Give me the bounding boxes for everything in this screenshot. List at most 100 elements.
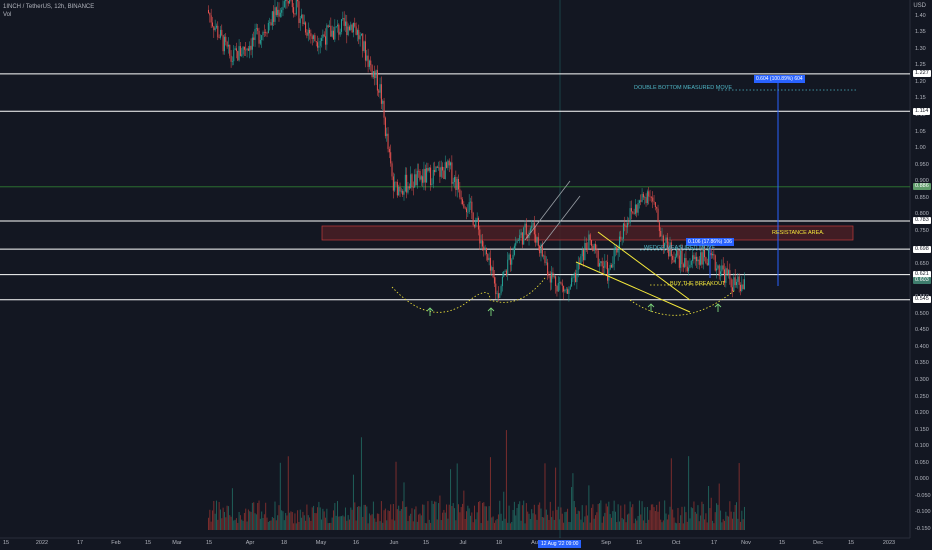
double-bottom-measure-box[interactable]: 0.604 (100.89%) 604 <box>754 75 805 83</box>
volume-bar <box>370 515 372 530</box>
candle-body <box>640 200 642 202</box>
price-tick: 0.650 <box>915 261 929 267</box>
candle-body <box>226 41 228 47</box>
volume-title: Vol <box>3 12 12 18</box>
candle-body <box>391 163 393 177</box>
arrow-up-2 <box>487 307 495 316</box>
candle-body <box>418 170 420 172</box>
candle-body <box>563 285 565 292</box>
candle-body <box>720 271 722 277</box>
volume-bar <box>477 502 479 530</box>
candle-body <box>573 273 575 278</box>
volume-bar <box>446 504 448 530</box>
candle-body <box>254 29 256 40</box>
wedge-lower-line <box>575 261 691 313</box>
volume-bar <box>416 521 418 530</box>
candle-body <box>239 46 241 56</box>
candle-body <box>299 18 301 23</box>
candle-body <box>621 238 623 240</box>
candle-body <box>689 264 691 268</box>
candle-body <box>305 22 307 33</box>
candle-body <box>580 256 582 264</box>
candle-body <box>467 211 469 213</box>
candle-body <box>337 24 338 27</box>
volume-bar <box>697 505 699 530</box>
volume-bar <box>265 502 267 530</box>
volume-bar <box>384 508 386 530</box>
time-tick: 17 <box>710 540 718 546</box>
candle-body <box>509 254 511 265</box>
candle-body <box>523 227 525 245</box>
volume-bar <box>467 505 469 530</box>
volume-bar <box>709 508 711 530</box>
volume-bar <box>235 518 237 530</box>
volume-bar <box>239 515 241 530</box>
candle-body <box>335 26 337 28</box>
volume-bar <box>716 503 718 530</box>
candle-body <box>633 212 635 214</box>
candle-body <box>684 258 686 268</box>
candle-body <box>541 244 543 257</box>
candle-body <box>472 212 474 226</box>
time-tick: 15 <box>144 540 152 546</box>
volume-bar <box>649 510 651 530</box>
volume-bar <box>412 521 414 530</box>
candle-body <box>476 217 478 222</box>
candle-body <box>238 46 240 61</box>
volume-bar <box>451 506 453 530</box>
candle-body <box>233 49 235 62</box>
volume-bar <box>532 513 534 530</box>
volume-bar <box>253 502 255 530</box>
volume-bar <box>567 508 569 530</box>
volume-bar <box>484 506 486 530</box>
volume-bar <box>388 511 390 530</box>
volume-bar <box>254 513 256 530</box>
candle-body <box>561 283 563 286</box>
volume-bar <box>620 505 622 530</box>
candle-body <box>431 183 433 185</box>
volume-bar <box>214 513 216 530</box>
price-tick: 1.15 <box>915 95 926 102</box>
volume-bar <box>726 515 728 530</box>
volume-bar <box>487 520 489 530</box>
candle-body <box>479 229 481 244</box>
volume-bar <box>666 519 668 530</box>
volume-bar <box>230 516 232 530</box>
time-tick: 16 <box>352 540 360 546</box>
volume-bar <box>734 505 736 530</box>
time-tick: Mar <box>172 540 182 546</box>
candle-body <box>223 36 225 52</box>
volume-bar <box>560 507 562 530</box>
candle-body <box>596 248 598 251</box>
candle-body <box>262 32 264 36</box>
volume-bar <box>402 501 404 530</box>
candle-body <box>499 293 501 298</box>
volume-bar <box>476 512 478 530</box>
volume-bar <box>261 511 263 530</box>
volume-bar <box>250 511 252 530</box>
candle-body <box>410 174 412 189</box>
volume-bar <box>335 515 337 530</box>
volume-bar <box>315 513 317 530</box>
candle-body <box>732 287 734 292</box>
candle-body <box>251 37 253 50</box>
candle-body <box>642 193 644 198</box>
volume-bar <box>378 513 380 530</box>
candle-body <box>641 193 643 202</box>
volume-bar <box>367 523 369 530</box>
volume-bar <box>209 509 211 530</box>
candle-body <box>680 250 682 268</box>
price-tick: 0.150 <box>915 426 929 433</box>
candle-body <box>668 248 670 257</box>
candle-body <box>672 255 674 260</box>
time-tick: 2023 <box>882 540 896 546</box>
candle-body <box>638 200 640 204</box>
price-tick: 0.950 <box>915 161 929 168</box>
wedge-measure-box[interactable]: 0.106 (17.86%) 106 <box>686 238 734 246</box>
candle-body <box>277 9 279 15</box>
volume-bar <box>533 504 535 530</box>
candle-body <box>438 167 440 169</box>
volume-bar <box>285 513 287 530</box>
